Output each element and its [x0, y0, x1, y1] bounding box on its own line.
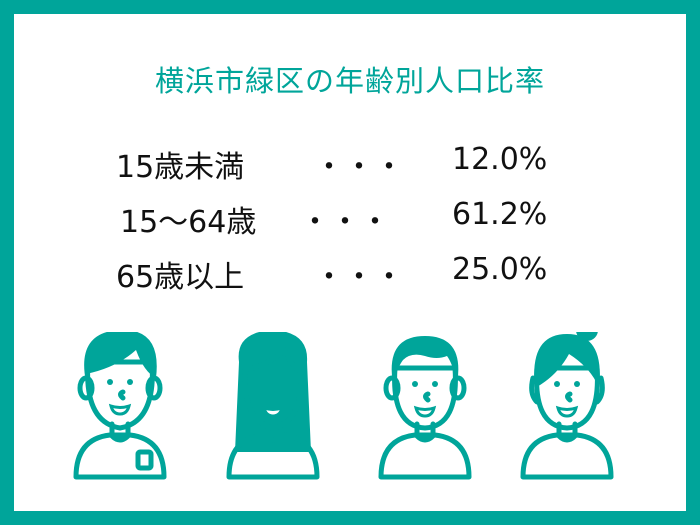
long-hair-girl-icon	[226, 332, 320, 480]
boy-icon	[73, 332, 167, 480]
row-value: 25.0%	[452, 252, 548, 287]
page-title: 横浜市緑区の年齢別人口比率	[154, 64, 545, 98]
row-value: 61.2%	[452, 197, 548, 232]
people-illustration	[73, 332, 614, 480]
row-label: 65歳以上	[116, 260, 245, 295]
row-dots: ・・・	[300, 205, 390, 240]
infographic-panel: 横浜市緑区の年齢別人口比率 15歳未満 ・・・ 12.0% 15～64歳 ・・・…	[14, 14, 686, 511]
row-label: 15歳未満	[116, 150, 245, 185]
man-icon	[378, 336, 472, 480]
row-dots: ・・・	[314, 150, 404, 185]
bun-hair-woman-icon	[520, 332, 614, 480]
row-label: 15～64歳	[120, 205, 257, 240]
row-value: 12.0%	[452, 142, 548, 177]
row-dots: ・・・	[314, 260, 404, 295]
